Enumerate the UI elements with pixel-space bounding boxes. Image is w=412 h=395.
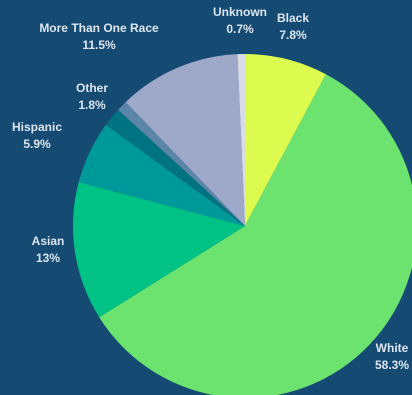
- pie-slices: [73, 54, 412, 395]
- slice-label-more-than-one-race: More Than One Race 11.5%: [39, 21, 159, 52]
- slice-label-asian: Asian 13%: [32, 234, 65, 265]
- pie-slice-unlabeled: [118, 102, 245, 226]
- pie-slice-black: [245, 54, 326, 226]
- slice-value-more-than-one-race: 11.5%: [82, 38, 116, 52]
- slice-label-other: Other 1.8%: [76, 81, 108, 112]
- slice-name-more-than-one-race: More Than One Race: [39, 21, 159, 35]
- pie-slice-asian: [73, 182, 245, 318]
- pie-slice-more-than-one-race: [125, 54, 245, 226]
- slice-value-black: 7.8%: [279, 28, 307, 42]
- slice-label-hispanic: Hispanic 5.9%: [12, 120, 62, 151]
- slice-value-asian: 13%: [36, 251, 60, 265]
- slice-name-white: White: [376, 341, 409, 355]
- slice-name-hispanic: Hispanic: [12, 120, 62, 134]
- slice-name-asian: Asian: [32, 234, 65, 248]
- pie-slice-other: [105, 109, 245, 226]
- slice-name-black: Black: [277, 11, 309, 25]
- slice-name-unknown: Unknown: [213, 5, 267, 19]
- slice-value-hispanic: 5.9%: [23, 137, 51, 151]
- slice-value-other: 1.8%: [78, 98, 106, 112]
- slice-value-unknown: 0.7%: [226, 22, 254, 36]
- slice-label-black: Black 7.8%: [277, 11, 309, 42]
- slice-label-unknown: Unknown 0.7%: [213, 5, 267, 36]
- slice-name-other: Other: [76, 81, 108, 95]
- pie-slice-hispanic: [78, 124, 246, 226]
- pie-labels: Black 7.8% White 58.3% Asian 13% Hispanic 5.9% O…: [12, 5, 409, 372]
- pie-slice-white: [99, 74, 412, 395]
- pie-slice-unknown: [237, 54, 245, 226]
- slice-label-white: White 58.3%: [375, 341, 409, 372]
- slice-value-white: 58.3%: [375, 358, 409, 372]
